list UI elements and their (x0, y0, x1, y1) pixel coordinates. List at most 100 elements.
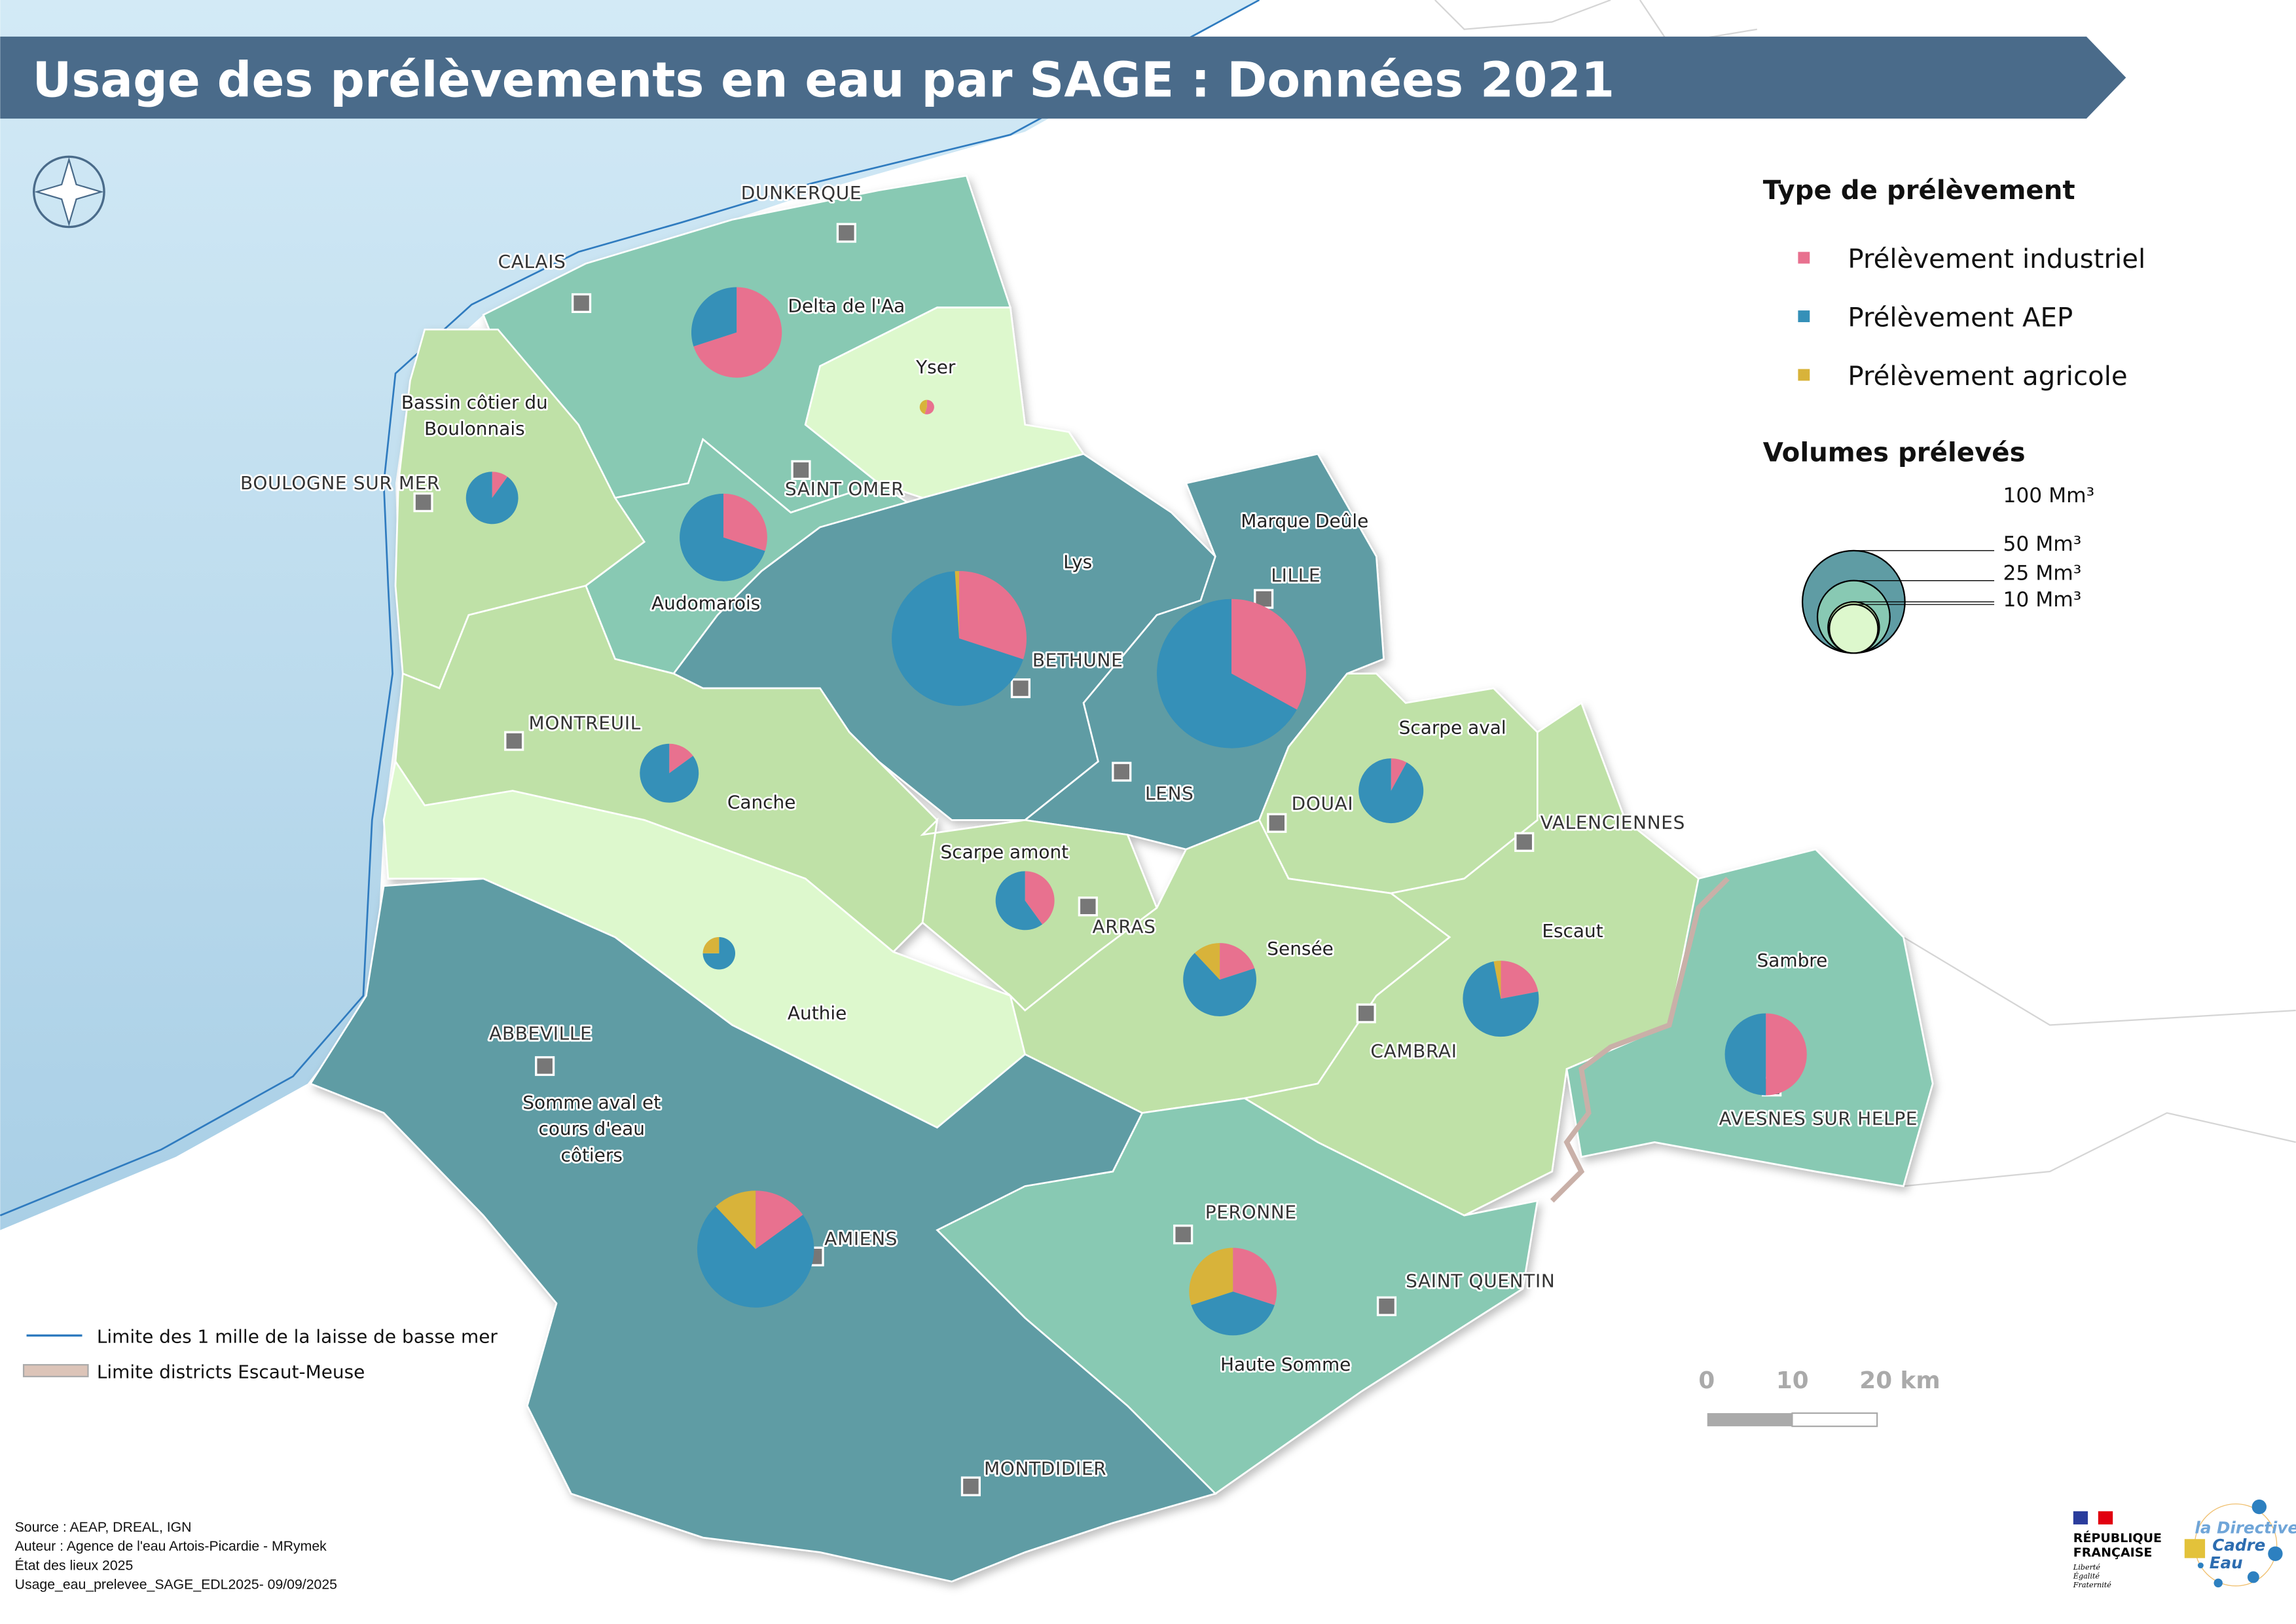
city-saint-omer: SAINT OMER (783, 460, 905, 502)
sage-label: Marque Deûle (1241, 510, 1368, 532)
sage-label: Yser (915, 356, 956, 378)
legend-volume-label: 100 Mm³ (2003, 484, 2094, 507)
city-marker-icon (1010, 678, 1031, 699)
city-marker-icon (960, 1476, 981, 1496)
city-marker-icon (1267, 813, 1287, 833)
svg-text:Liberté: Liberté (2073, 1563, 2101, 1572)
sage-label: Delta de l'Aa (788, 295, 905, 316)
scale-bar: 0 10 20 km (1698, 1367, 1941, 1428)
pie-slice-industriel (1220, 943, 1255, 980)
pie-slice-industriel (1233, 1247, 1277, 1306)
city-label: ARRAS (1093, 915, 1156, 937)
city-marker-icon (535, 1056, 555, 1077)
pie-scarpe-aval (1358, 758, 1424, 824)
city-label: VALENCIENNES (1540, 812, 1685, 834)
legend-line-label: Limite des 1 mille de la laisse de basse… (97, 1326, 498, 1348)
pie-slice-aep (697, 1206, 814, 1308)
sage-label: Scarpe aval (1399, 716, 1506, 738)
city-marker-icon (836, 223, 856, 243)
sage-label: Escaut (1542, 920, 1603, 942)
city-marker-icon (1078, 896, 1098, 917)
pie-slice-aep (1183, 953, 1256, 1016)
pie-sensee (1183, 943, 1256, 1016)
city-label: BOULOGNE SUR MER (240, 472, 440, 494)
pie-slice-agricole (702, 937, 720, 953)
escaut-meuse-district-limit (1550, 876, 1730, 1203)
legend-item-label: Prélèvement AEP (1848, 303, 2073, 333)
city-marker-icon (1112, 762, 1132, 782)
city-arras: ARRAS (1078, 896, 1157, 939)
city-montreuil: MONTREUIL (504, 710, 642, 751)
city-label: SAINT QUENTIN (1406, 1270, 1555, 1292)
legend-volume-label: 10 Mm³ (2003, 588, 2081, 612)
pie-slice-industriel (1391, 758, 1407, 791)
svg-text:Fraternité: Fraternité (2073, 1581, 2111, 1589)
city-label: AVESNES SUR HELPE (1719, 1107, 1918, 1129)
city-label: DOUAI (1292, 793, 1354, 815)
credit-edition: État des lieux 2025 (15, 1557, 134, 1573)
pie-slice-industriel (693, 287, 782, 378)
legend-swatch-agricole (1798, 369, 1810, 381)
city-label: BETHUNE (1032, 649, 1123, 671)
republique-francaise-logo: RÉPUBLIQUE FRANÇAISE Liberté Égalité Fra… (2073, 1511, 2162, 1589)
sage-label: Lys (1063, 551, 1092, 573)
pie-slice-industriel (723, 493, 767, 551)
credit-author: Auteur : Agence de l'eau Artois-Picardie… (15, 1538, 327, 1554)
sea-limit-line (0, 0, 1260, 1217)
city-marker-icon (791, 460, 811, 480)
pie-bassin-cotier-du-boulonnais (465, 471, 519, 525)
city-marker-icon (1356, 1003, 1376, 1024)
pie-slice-aep (691, 287, 737, 346)
svg-text:RÉPUBLIQUE: RÉPUBLIQUE (2073, 1530, 2162, 1545)
city-douai: DOUAI (1267, 791, 1355, 833)
city-peronne: PERONNE (1173, 1200, 1298, 1245)
city-label: CALAIS (498, 251, 566, 272)
sage-label: Audomarois (651, 592, 760, 614)
city-label: DUNKERQUE (741, 182, 862, 204)
svg-text:10: 10 (1776, 1367, 1809, 1394)
directive-cadre-eau-logo: la Directive Cadre Eau (2184, 1499, 2296, 1588)
pie-authie (702, 937, 736, 970)
pie-slice-agricole (1189, 1247, 1233, 1306)
north-arrow-icon (33, 155, 105, 229)
pie-slice-agricole (919, 399, 927, 415)
city-marker-icon (504, 731, 524, 751)
pie-slice-agricole (716, 1190, 756, 1249)
svg-text:20 km: 20 km (1859, 1367, 1940, 1394)
pie-delta-de-l-aa (691, 287, 782, 378)
pie-slice-industriel (924, 399, 934, 415)
sage-region-yser (804, 306, 1085, 499)
pie-slice-industriel (756, 1190, 803, 1249)
sage-label: Authie (788, 1002, 847, 1024)
legend-item-label: Prélèvement agricole (1848, 361, 2127, 392)
city-label: CAMBRAI (1370, 1041, 1457, 1062)
city-dunkerque: DUNKERQUE (739, 180, 863, 243)
city-marker-icon (1514, 832, 1535, 852)
legend-volume-label: 50 Mm³ (2003, 532, 2081, 556)
city-lille: LILLE (1254, 563, 1322, 609)
city-cambrai: CAMBRAI (1356, 1003, 1459, 1063)
legend-volume-circle (1829, 603, 1879, 654)
pie-yser (919, 399, 934, 415)
legend-volume-label: 25 Mm³ (2003, 562, 2081, 585)
legend-line-label: Limite districts Escaut-Meuse (97, 1361, 365, 1382)
city-marker-icon (571, 293, 592, 313)
sage-label: Sambre (1757, 950, 1828, 971)
city-label: AMIENS (824, 1228, 898, 1249)
svg-text:0: 0 (1698, 1367, 1715, 1394)
pie-slice-aep (892, 571, 1023, 706)
city-boulogne-sur-mer: BOULOGNE SUR MER (238, 470, 441, 513)
sage-label: Scarpe amont (941, 841, 1069, 862)
city-label: LILLE (1271, 564, 1321, 586)
legend-item-label: Prélèvement industriel (1848, 244, 2145, 274)
district-limit-legend-swatch (22, 1364, 89, 1378)
pie-audomarois (680, 493, 767, 581)
city-montdidier: MONTDIDIER (960, 1456, 1108, 1496)
city-bethune: BETHUNE (1010, 648, 1125, 699)
pie-sambre (1724, 1013, 1807, 1096)
sea (0, 0, 1260, 1230)
city-avesnes-sur-helpe: AVESNES SUR HELPE (1717, 1077, 1919, 1131)
city-label: MONTDIDIER (984, 1458, 1106, 1479)
sage-label: Somme aval et cours d'eau côtiers (522, 1092, 661, 1166)
pie-slice-agricole (1194, 943, 1220, 980)
